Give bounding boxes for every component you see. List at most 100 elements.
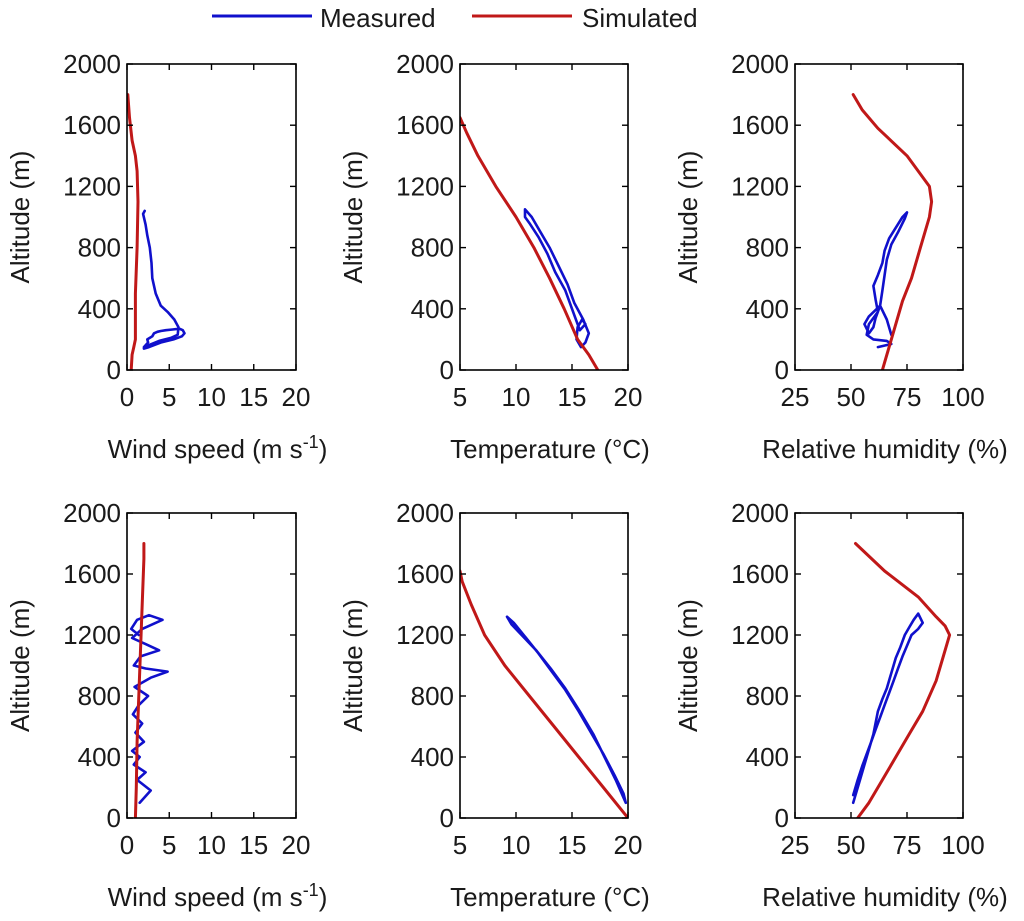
x-tick-label: 50	[837, 382, 866, 412]
y-tick-label: 1600	[396, 110, 454, 140]
series-simulated	[127, 93, 140, 370]
y-tick-label: 400	[78, 742, 121, 772]
series-simulated	[854, 542, 952, 818]
axes-frame	[126, 512, 297, 819]
series-simulated	[460, 569, 628, 818]
series-group	[460, 116, 600, 370]
y-tick-label: 0	[107, 355, 121, 385]
y-tick-label: 1200	[731, 171, 789, 201]
x-tick-label: 100	[941, 382, 984, 412]
x-axis-label: Relative humidity (%)	[762, 434, 1008, 464]
y-tick-label: 400	[746, 742, 789, 772]
y-tick-label: 2000	[63, 49, 121, 79]
x-tick-label: 15	[239, 830, 268, 860]
y-tick-label: 800	[746, 681, 789, 711]
x-tick-label: 10	[197, 382, 226, 412]
x-tick-label: 15	[558, 830, 587, 860]
series-group	[460, 569, 628, 818]
series-group	[129, 542, 169, 818]
x-tick-label: 15	[558, 382, 587, 412]
axes-frame	[459, 63, 629, 371]
chart-rh-top: 0 400 800 1200 1600 2000 25 50 75 100 Altitude (m)…	[673, 49, 1008, 464]
series-group	[127, 93, 186, 370]
x-tick-label: 75	[893, 382, 922, 412]
x-tick-label: 10	[502, 830, 531, 860]
y-axis-label: Altitude (m)	[5, 599, 35, 732]
x-tick-label: 5	[453, 382, 467, 412]
x-tick-label: 0	[120, 830, 134, 860]
y-tick-label: 1200	[731, 620, 789, 650]
x-tick-label: 5	[162, 830, 176, 860]
y-tick-label: 400	[411, 742, 454, 772]
y-tick-label: 1600	[396, 559, 454, 589]
axes-frame	[459, 512, 629, 819]
x-axis-label: Wind speed (m s-1)	[108, 432, 328, 464]
axes-frame	[794, 63, 964, 371]
series-group	[851, 93, 934, 370]
axes-frame	[794, 512, 964, 819]
y-axis-label: Altitude (m)	[5, 151, 35, 284]
x-tick-label: 15	[239, 382, 268, 412]
y-axis-label: Altitude (m)	[673, 599, 703, 732]
y-axis-label: Altitude (m)	[673, 151, 703, 284]
y-tick-label: 800	[411, 233, 454, 263]
y-tick-label: 800	[746, 233, 789, 263]
legend-measured-label: Measured	[320, 3, 436, 33]
y-tick-label: 0	[440, 355, 454, 385]
legend-simulated-label: Simulated	[582, 3, 698, 33]
y-tick-label: 1600	[63, 559, 121, 589]
series-simulated	[133, 542, 146, 818]
legend: Measured Simulated	[212, 3, 698, 33]
chart-rh-bottom: 0 400 800 1200 1600 2000 25 50 75 100 Altitude (m)…	[673, 498, 1008, 912]
x-tick-label: 0	[120, 382, 134, 412]
y-tick-label: 0	[440, 803, 454, 833]
y-tick-label: 400	[746, 294, 789, 324]
series-measured	[851, 612, 925, 805]
y-tick-label: 0	[775, 803, 789, 833]
y-tick-label: 2000	[396, 49, 454, 79]
x-tick-label: 75	[893, 830, 922, 860]
x-tick-label: 25	[781, 382, 810, 412]
y-tick-label: 2000	[731, 498, 789, 528]
series-simulated	[851, 93, 934, 370]
y-tick-label: 400	[78, 294, 121, 324]
series-measured	[505, 615, 628, 805]
axes-frame	[126, 63, 297, 371]
y-tick-label: 1600	[731, 110, 789, 140]
y-tick-label: 1200	[63, 620, 121, 650]
series-group	[851, 542, 952, 818]
y-tick-label: 1200	[396, 171, 454, 201]
chart-temp-top: 0 400 800 1200 1600 2000 5 10 15 20 Altitude (m) Te…	[338, 49, 650, 464]
x-tick-label: 20	[614, 830, 643, 860]
y-tick-label: 400	[411, 294, 454, 324]
x-tick-label: 10	[197, 830, 226, 860]
x-tick-label: 25	[781, 830, 810, 860]
y-tick-label: 2000	[731, 49, 789, 79]
x-tick-label: 5	[162, 382, 176, 412]
y-tick-label: 0	[775, 355, 789, 385]
x-tick-label: 20	[614, 382, 643, 412]
series-measured	[863, 211, 909, 349]
series-simulated	[460, 116, 600, 370]
y-tick-label: 1600	[731, 559, 789, 589]
y-tick-label: 1200	[63, 171, 121, 201]
x-tick-label: 5	[453, 830, 467, 860]
y-tick-label: 800	[78, 681, 121, 711]
x-axis-label: Relative humidity (%)	[762, 882, 1008, 912]
x-axis-label: Wind speed (m s-1)	[108, 880, 328, 912]
y-tick-label: 800	[411, 681, 454, 711]
x-tick-label: 10	[502, 382, 531, 412]
x-axis-label: Temperature (°C)	[450, 434, 650, 464]
series-measured	[523, 208, 591, 349]
x-tick-label: 50	[837, 830, 866, 860]
x-axis-label: Temperature (°C)	[450, 882, 650, 912]
y-tick-label: 2000	[63, 498, 121, 528]
y-axis-label: Altitude (m)	[338, 151, 368, 284]
y-tick-label: 2000	[396, 498, 454, 528]
x-tick-label: 100	[941, 830, 984, 860]
series-measured	[141, 209, 186, 350]
x-tick-label: 20	[282, 830, 311, 860]
